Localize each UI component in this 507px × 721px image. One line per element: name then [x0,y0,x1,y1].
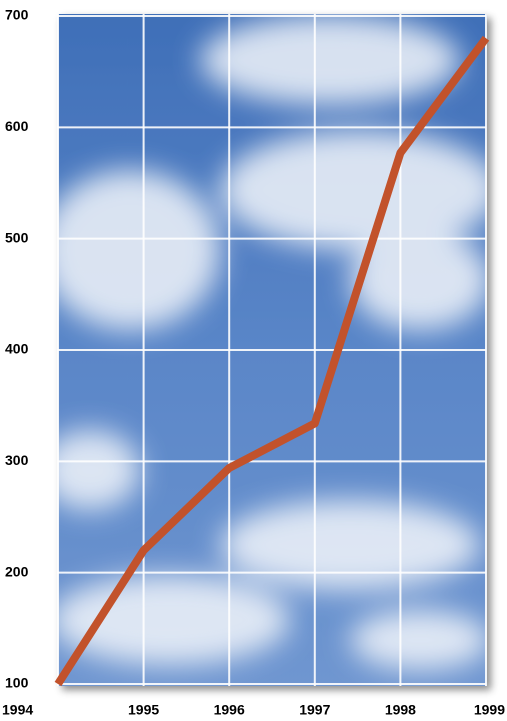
x-tick-label: 1998 [385,702,416,718]
x-tick-label: 1999 [474,702,505,718]
y-tick-label: 200 [5,563,29,579]
data-line [54,35,490,687]
x-tick-label: 1996 [214,702,245,718]
x-tick-label: 1994 [2,702,33,718]
x-tick-label: 1997 [299,702,330,718]
y-tick-label: 600 [5,118,29,134]
x-tick-label: 1995 [128,702,159,718]
y-tick-label: 300 [5,452,29,468]
y-tick-label: 100 [5,675,29,691]
y-tick-label: 700 [5,7,29,23]
y-tick-label: 400 [5,341,29,357]
y-tick-label: 500 [5,229,29,245]
